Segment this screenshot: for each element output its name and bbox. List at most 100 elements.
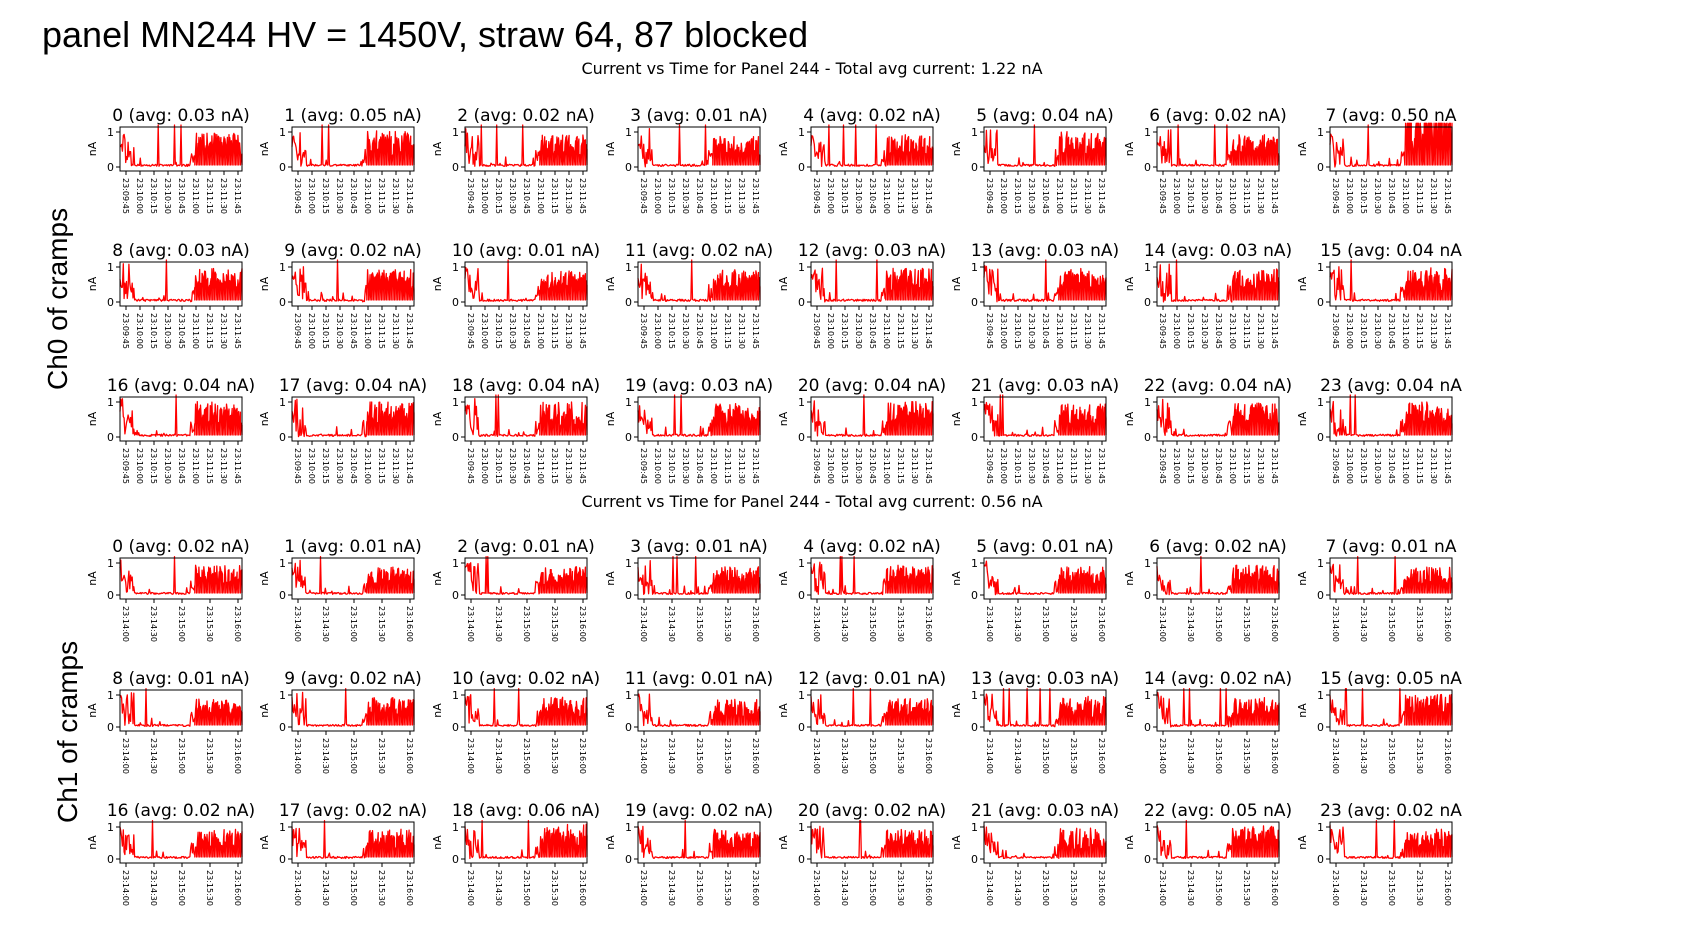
y-axis-label: nA bbox=[604, 141, 617, 156]
subplot-0: 0 (avg: 0.03 nA) nA 0 1 23:09:45 23:10:00 23:1… bbox=[86, 106, 250, 214]
y-tick-label: 1 bbox=[971, 261, 978, 274]
current-trace bbox=[810, 555, 934, 596]
x-tick-label: 23:15:00 bbox=[177, 606, 186, 642]
y-tick-label: 1 bbox=[625, 557, 632, 570]
x-tick-label: 23:10:15 bbox=[667, 448, 676, 484]
subplot-title: 9 (avg: 0.02 nA) bbox=[284, 241, 422, 261]
x-tick-label: 23:15:00 bbox=[177, 870, 186, 906]
x-tick-label: 23:14:00 bbox=[1158, 606, 1167, 642]
y-axis-label: nA bbox=[777, 141, 790, 156]
y-axis-label: nA bbox=[86, 411, 99, 426]
x-tick-label: 23:14:30 bbox=[840, 738, 849, 774]
x-tick-label: 23:11:00 bbox=[536, 313, 545, 349]
subplot-0: 0 (avg: 0.02 nA) nA 0 1 23:14:00 23:14:30 23:1… bbox=[86, 537, 250, 642]
x-tick-label: 23:11:15 bbox=[377, 178, 386, 214]
y-tick-label: 1 bbox=[971, 396, 978, 409]
subplot-18: 18 (avg: 0.06 nA) nA 0 1 23:14:00 23:14:30 23:… bbox=[431, 801, 600, 906]
x-tick-label: 23:15:30 bbox=[723, 738, 732, 774]
x-tick-label: 23:14:30 bbox=[321, 870, 330, 906]
subplot-title: 14 (avg: 0.02 nA) bbox=[1144, 669, 1292, 689]
subplot-title: 5 (avg: 0.04 nA) bbox=[976, 106, 1114, 126]
y-axis-label: nA bbox=[258, 703, 271, 718]
x-tick-label: 23:15:00 bbox=[1387, 870, 1396, 906]
subplot-title: 22 (avg: 0.04 nA) bbox=[1144, 376, 1292, 396]
current-trace bbox=[1156, 398, 1280, 437]
x-tick-label: 23:11:15 bbox=[377, 313, 386, 349]
subplot-title: 21 (avg: 0.03 nA) bbox=[971, 801, 1119, 821]
x-tick-label: 23:11:30 bbox=[391, 448, 400, 484]
x-tick-label: 23:10:15 bbox=[321, 178, 330, 214]
y-axis-label: nA bbox=[604, 703, 617, 718]
y-tick-label: 0 bbox=[625, 296, 632, 309]
x-tick-label: 23:16:00 bbox=[1443, 606, 1452, 642]
x-tick-label: 23:11:30 bbox=[1083, 313, 1092, 349]
x-tick-label: 23:14:00 bbox=[639, 606, 648, 642]
subplot-6: 6 (avg: 0.02 nA) nA 0 1 23:14:00 23:14:30 23:1… bbox=[1123, 537, 1287, 642]
x-tick-label: 23:11:00 bbox=[882, 313, 891, 349]
x-tick-label: 23:10:30 bbox=[1027, 178, 1036, 214]
y-axis-label: nA bbox=[1296, 703, 1309, 718]
y-tick-label: 1 bbox=[1144, 689, 1151, 702]
y-tick-label: 0 bbox=[452, 853, 459, 866]
x-tick-label: 23:10:45 bbox=[695, 178, 704, 214]
x-tick-label: 23:10:30 bbox=[1200, 178, 1209, 214]
subplot-title: 5 (avg: 0.01 nA) bbox=[976, 537, 1114, 557]
x-tick-label: 23:14:00 bbox=[1331, 870, 1340, 906]
x-tick-label: 23:10:45 bbox=[868, 313, 877, 349]
x-tick-label: 23:14:30 bbox=[1186, 738, 1195, 774]
x-tick-label: 23:11:15 bbox=[205, 313, 214, 349]
current-trace bbox=[637, 394, 761, 437]
y-tick-label: 0 bbox=[279, 853, 286, 866]
subplot-frame bbox=[810, 396, 934, 442]
y-tick-label: 0 bbox=[1144, 721, 1151, 734]
subplot-frame bbox=[1156, 821, 1280, 864]
y-tick-label: 1 bbox=[1144, 396, 1151, 409]
y-axis-label: nA bbox=[604, 411, 617, 426]
subplot-frame bbox=[1329, 261, 1453, 307]
subplot-19: 19 (avg: 0.02 nA) nA 0 1 23:14:00 23:14:30 23:… bbox=[604, 801, 773, 906]
y-tick-label: 1 bbox=[1144, 261, 1151, 274]
x-tick-label: 23:10:30 bbox=[681, 448, 690, 484]
x-tick-label: 23:10:00 bbox=[653, 448, 662, 484]
y-tick-label: 1 bbox=[1144, 126, 1151, 139]
x-tick-label: 23:11:45 bbox=[405, 313, 414, 349]
x-tick-label: 23:11:30 bbox=[219, 448, 228, 484]
subplot-frame bbox=[637, 821, 761, 864]
y-tick-label: 0 bbox=[798, 296, 805, 309]
x-tick-label: 23:11:30 bbox=[910, 313, 919, 349]
x-tick-label: 23:14:30 bbox=[149, 870, 158, 906]
x-tick-label: 23:15:00 bbox=[1041, 606, 1050, 642]
y-tick-label: 1 bbox=[452, 821, 459, 834]
x-tick-label: 23:10:45 bbox=[1214, 178, 1223, 214]
x-tick-label: 23:09:45 bbox=[985, 313, 994, 349]
subplot-21: 21 (avg: 0.03 nA) nA 0 1 23:14:00 23:14:30 23:… bbox=[950, 801, 1119, 906]
x-tick-label: 23:10:00 bbox=[480, 313, 489, 349]
x-tick-label: 23:11:00 bbox=[882, 178, 891, 214]
x-tick-label: 23:09:45 bbox=[1331, 448, 1340, 484]
x-tick-label: 23:15:00 bbox=[1214, 606, 1223, 642]
subplot-title: 8 (avg: 0.03 nA) bbox=[112, 241, 250, 261]
y-axis-label: nA bbox=[950, 703, 963, 718]
x-tick-label: 23:15:00 bbox=[695, 606, 704, 642]
x-tick-label: 23:15:00 bbox=[1041, 738, 1050, 774]
x-tick-label: 23:11:30 bbox=[1256, 178, 1265, 214]
subplot-title: 7 (avg: 0.50 nA bbox=[1326, 106, 1457, 126]
x-tick-label: 23:15:30 bbox=[377, 738, 386, 774]
x-tick-label: 23:14:30 bbox=[840, 870, 849, 906]
x-tick-label: 23:10:45 bbox=[349, 448, 358, 484]
x-tick-label: 23:15:30 bbox=[896, 870, 905, 906]
y-tick-label: 0 bbox=[107, 431, 114, 444]
subplot-12: 12 (avg: 0.01 nA) nA 0 1 23:14:00 23:14:30 23:… bbox=[777, 669, 946, 774]
y-axis-label: nA bbox=[431, 835, 444, 850]
x-tick-label: 23:10:15 bbox=[1013, 178, 1022, 214]
current-trace bbox=[291, 259, 415, 303]
subplot-frame bbox=[810, 126, 934, 172]
subplot-title: 23 (avg: 0.04 nA bbox=[1320, 376, 1462, 396]
y-tick-label: 1 bbox=[798, 557, 805, 570]
y-tick-label: 0 bbox=[971, 431, 978, 444]
x-tick-label: 23:15:00 bbox=[349, 606, 358, 642]
subplot-title: 19 (avg: 0.03 nA) bbox=[625, 376, 773, 396]
x-tick-label: 23:16:00 bbox=[1097, 606, 1106, 642]
y-axis-label: nA bbox=[431, 276, 444, 291]
